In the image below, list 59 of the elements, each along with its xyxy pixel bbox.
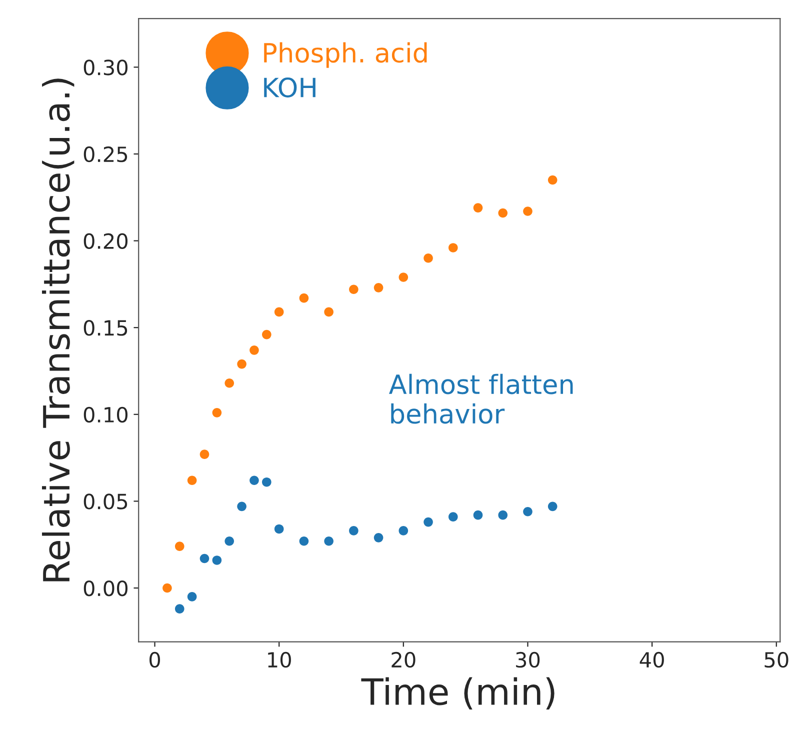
point — [174, 604, 184, 614]
point — [250, 476, 259, 486]
point — [212, 408, 222, 418]
point — [262, 330, 272, 340]
point — [237, 502, 246, 512]
point — [398, 526, 408, 536]
point — [174, 542, 184, 551]
point — [498, 208, 508, 218]
point — [237, 359, 246, 369]
x-tick-label: 10 — [268, 652, 291, 668]
x-tick-label: 0 — [150, 652, 160, 668]
point — [448, 512, 458, 522]
point — [212, 556, 222, 565]
point — [548, 175, 558, 185]
x-tick-label: 30 — [516, 652, 540, 668]
point — [548, 502, 558, 512]
legend-label: KOH — [264, 78, 316, 98]
annotation: Almost flatten behavior — [389, 374, 573, 424]
point — [473, 203, 483, 212]
point — [224, 378, 234, 388]
point — [374, 533, 384, 542]
x-axis-title: Time (min) — [361, 677, 554, 710]
y-tick-label: 0.10 — [84, 406, 128, 423]
point — [200, 450, 210, 459]
point — [473, 510, 483, 520]
point — [424, 517, 433, 527]
y-tick-label: 0.00 — [84, 580, 128, 596]
point — [523, 206, 532, 216]
point — [299, 536, 309, 546]
point — [200, 554, 210, 564]
point — [448, 243, 458, 252]
x-tick-label: 50 — [764, 652, 788, 668]
y-tick-label: 0.20 — [84, 233, 128, 249]
point — [187, 592, 197, 602]
x-tick-label: 20 — [392, 652, 416, 668]
y-tick-label: 0.05 — [84, 494, 128, 510]
point — [274, 307, 284, 317]
y-tick-label: 0.25 — [84, 146, 128, 162]
point — [523, 506, 532, 516]
point — [398, 272, 408, 282]
point — [187, 476, 197, 486]
point — [324, 536, 334, 546]
point — [162, 583, 172, 593]
point — [274, 524, 284, 534]
point — [349, 526, 358, 536]
point — [424, 253, 433, 263]
point — [498, 510, 508, 520]
point — [250, 345, 259, 355]
point — [299, 293, 309, 303]
point — [324, 307, 334, 317]
y-tick-label: 0.30 — [84, 60, 128, 76]
legend-label: Phosph. acid — [264, 42, 427, 68]
point — [262, 477, 272, 487]
point — [349, 284, 358, 294]
y-tick-label: 0.15 — [84, 320, 128, 336]
point — [374, 282, 384, 292]
point — [224, 536, 234, 546]
y-axis-title: Relative Transmittance(u.a.) — [42, 78, 74, 582]
x-tick-label: 40 — [640, 652, 664, 668]
